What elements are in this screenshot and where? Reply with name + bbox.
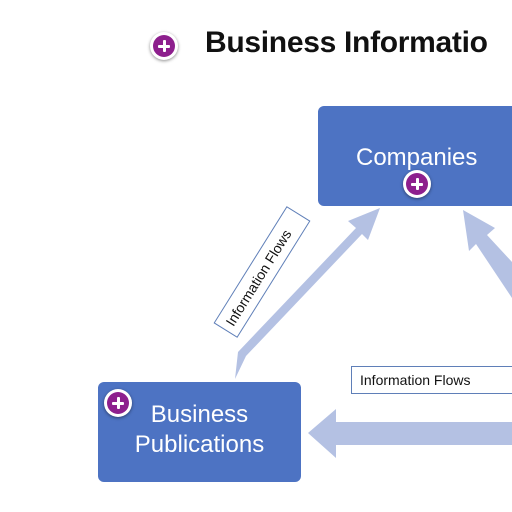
node-business-publications[interactable]: Business Publications xyxy=(98,382,301,482)
title-expand-button[interactable] xyxy=(150,32,178,60)
node-publications-label: Business Publications xyxy=(98,400,301,460)
plus-circle-icon xyxy=(153,35,175,57)
flow-label-horizontal: Information Flows xyxy=(351,366,512,394)
arrow-right-to-companies xyxy=(463,210,512,298)
arrow-publications-to-companies xyxy=(235,208,380,379)
page-title: Business Informatio xyxy=(205,26,488,59)
companies-expand-button[interactable] xyxy=(403,170,431,198)
node-publications-line2: Publications xyxy=(134,431,265,458)
plus-circle-icon xyxy=(107,392,129,414)
node-publications-line1: Business xyxy=(150,401,249,428)
node-companies-label: Companies xyxy=(356,144,478,171)
plus-circle-icon xyxy=(406,173,428,195)
node-companies[interactable]: Companies xyxy=(318,106,512,206)
publications-expand-button[interactable] xyxy=(104,389,132,417)
arrow-to-publications xyxy=(308,409,512,458)
